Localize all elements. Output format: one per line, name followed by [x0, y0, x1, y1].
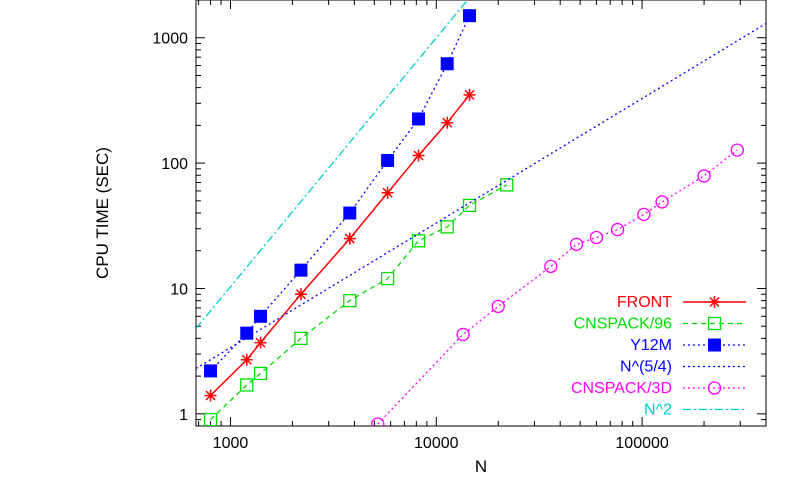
data-point-cnspack-3d [589, 230, 604, 245]
data-point-front [254, 336, 267, 349]
legend-entry-front: FRONT [617, 294, 746, 311]
x-axis-label: N [475, 457, 487, 476]
data-point-cnspack-96 [240, 378, 254, 392]
legend-entry-n-5-4: N^(5/4) [620, 359, 746, 376]
series-n-5-4 [196, 22, 766, 370]
series-line-cnspack-96 [210, 184, 508, 421]
series-cnspack-3d [371, 143, 744, 426]
series-line-y12m [210, 15, 471, 372]
data-point-cnspack-3d [610, 222, 625, 237]
series-layer [196, 0, 766, 426]
plot-area-frame [195, 0, 767, 427]
data-point-y12m [240, 326, 254, 340]
data-point-cnspack-96 [253, 366, 268, 381]
data-point-cnspack-3d [697, 169, 711, 183]
data-point-cnspack-3d [491, 299, 505, 314]
legend-label-cnspack-3d: CNSPACK/3D [571, 380, 672, 397]
data-point-cnspack-96 [440, 220, 454, 234]
data-point-front [240, 353, 253, 366]
legend-label-cnspack-96: CNSPACK/96 [574, 316, 673, 333]
data-point-front [204, 389, 217, 402]
series-line-cnspack-3d [377, 149, 738, 425]
legend-label-n-5-4: N^(5/4) [620, 359, 672, 376]
data-point-y12m [294, 263, 308, 277]
series-n-2 [196, 0, 469, 329]
data-point-cnspack-3d [456, 327, 470, 342]
series-line-front [209, 94, 471, 397]
data-point-cnspack-96 [462, 198, 477, 213]
series-line-n-2 [196, 0, 469, 329]
y-tick-label: 10 [170, 281, 188, 298]
y-tick-label: 1 [179, 407, 188, 424]
axes: 1000 10000 100000 1 10 100 1000 [152, 0, 767, 452]
data-point-front [294, 288, 307, 301]
data-point-front [441, 116, 454, 129]
data-point-cnspack-3d [544, 259, 558, 274]
data-point-cnspack-96 [203, 412, 218, 426]
data-point-y12m [412, 112, 426, 126]
data-point-cnspack-3d [637, 207, 651, 222]
data-point-cnspack-96 [380, 271, 395, 286]
legend-label-n-2: N^2 [644, 402, 672, 419]
series-cnspack-96 [203, 178, 514, 426]
legend-marker-front [708, 296, 721, 308]
series-line-n-5-4 [196, 22, 766, 370]
y-tick-label: 1000 [152, 31, 188, 48]
data-point-cnspack-3d [730, 143, 744, 157]
data-point-y12m [254, 309, 268, 323]
series-front [204, 88, 476, 402]
legend-marker-cnspack-96 [707, 316, 722, 331]
data-point-y12m [440, 57, 454, 71]
data-point-cnspack-96 [294, 331, 308, 346]
legend-entry-n-2: N^2 [644, 402, 746, 419]
legend-entry-cnspack-3d: CNSPACK/3D [571, 380, 746, 397]
legend-entry-cnspack-96: CNSPACK/96 [574, 316, 746, 333]
plot-area [196, 0, 766, 426]
data-point-cnspack-3d [655, 195, 669, 209]
data-point-cnspack-96 [343, 293, 357, 308]
series-y12m [204, 9, 476, 378]
legend-marker-cnspack-3d [707, 381, 722, 395]
legend-label-front: FRONT [617, 294, 672, 311]
data-point-cnspack-96 [500, 178, 514, 192]
legend: FRONT CNSPACK/96 Y12M N^(5/4) CNSPACK/3D N^2 [571, 294, 746, 419]
y-axis-label: CPU TIME (SEC) [93, 147, 112, 279]
data-point-cnspack-96 [411, 234, 426, 248]
data-point-front [463, 88, 476, 101]
data-point-cnspack-3d [371, 417, 385, 426]
legend-marker-y12m [708, 338, 721, 352]
data-point-y12m [462, 9, 476, 23]
data-point-y12m [343, 206, 357, 220]
y-tick-label: 100 [161, 156, 188, 173]
data-point-front [412, 149, 425, 162]
x-tick-label: 1000 [213, 435, 249, 452]
data-point-front [343, 232, 356, 245]
legend-entry-y12m: Y12M [630, 337, 746, 354]
data-point-y12m [381, 153, 395, 167]
x-tick-label: 100000 [615, 435, 668, 452]
x-tick-label: 10000 [414, 435, 459, 452]
legend-label-y12m: Y12M [630, 337, 672, 354]
data-point-cnspack-3d [569, 237, 584, 251]
data-point-y12m [204, 364, 218, 378]
data-point-front [381, 186, 394, 199]
